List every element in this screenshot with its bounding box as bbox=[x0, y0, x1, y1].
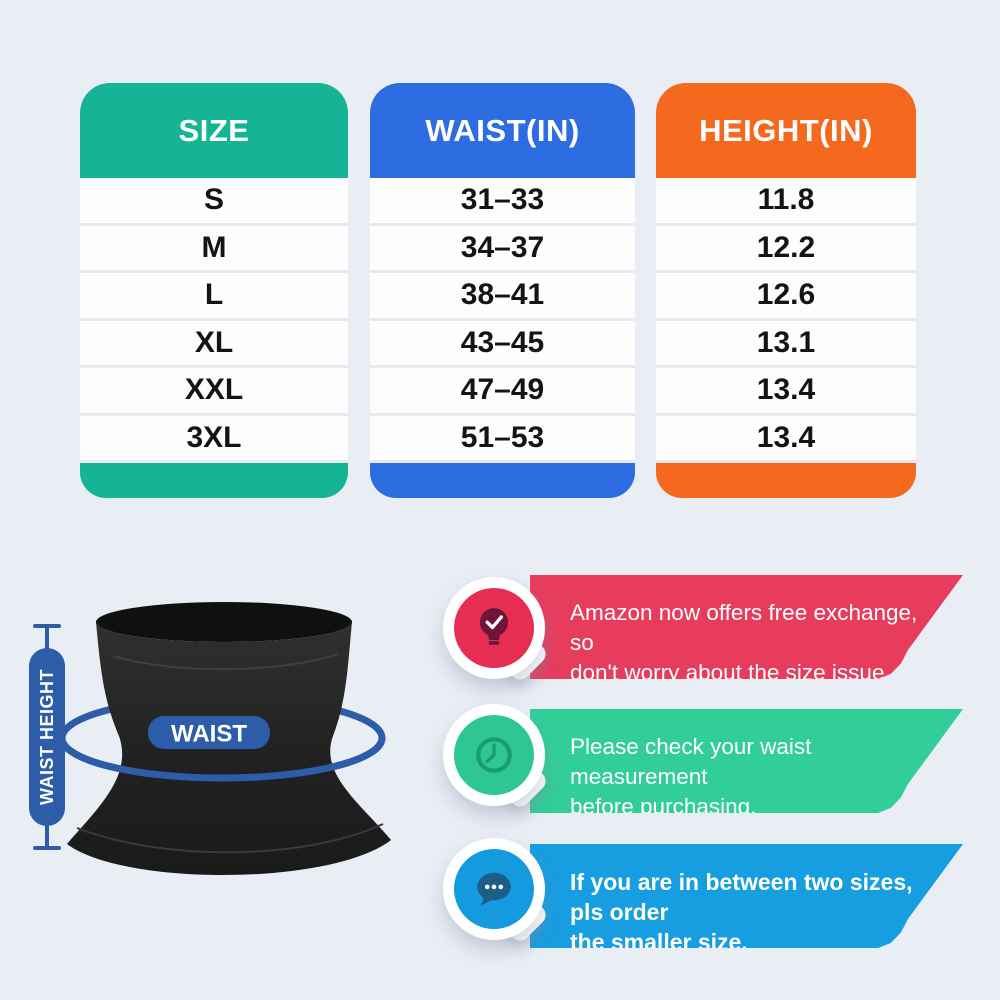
callout-line: before purchasing. bbox=[570, 794, 757, 819]
cell-waist: 38–41 bbox=[370, 273, 635, 321]
callout-badge bbox=[443, 838, 550, 945]
column-header-label: SIZE bbox=[178, 113, 250, 148]
cell-height: 13.4 bbox=[656, 415, 916, 463]
callout-banner-free-exchange: Amazon now offers free exchange, so don'… bbox=[530, 575, 963, 679]
cell-waist: 43–45 bbox=[370, 320, 635, 368]
callout-text: If you are in between two sizes, pls ord… bbox=[570, 867, 930, 957]
table-column-waist: WAIST(IN) 31–33 34–37 38–41 43–45 47–49 … bbox=[370, 83, 635, 498]
lightbulb-check-icon bbox=[454, 588, 534, 668]
cell-height: 11.8 bbox=[656, 178, 916, 226]
callout-text: Amazon now offers free exchange, so don'… bbox=[570, 598, 930, 688]
cell-waist: 47–49 bbox=[370, 368, 635, 416]
callout-line: don't worry about the size issue. bbox=[570, 660, 891, 685]
height-tag-label: WAIST HEIGHT bbox=[37, 669, 57, 805]
column-footer-bar bbox=[80, 463, 348, 498]
chat-bubble-glyph bbox=[477, 872, 511, 906]
chat-bubble-icon bbox=[454, 849, 534, 929]
table-column-height: HEIGHT(IN) 11.8 12.2 12.6 13.1 13.4 13.4 bbox=[656, 83, 916, 498]
callout-line: Amazon now offers free exchange, so bbox=[570, 600, 918, 655]
callout-line: Please check your waist measurement bbox=[570, 734, 812, 789]
callout-banner-between-sizes: If you are in between two sizes, pls ord… bbox=[530, 844, 963, 948]
callout-badge bbox=[443, 704, 550, 811]
cell-size: 3XL bbox=[80, 415, 348, 463]
callout-badge bbox=[443, 577, 550, 684]
cell-size: XL bbox=[80, 320, 348, 368]
cell-height: 12.6 bbox=[656, 273, 916, 321]
cell-height: 13.1 bbox=[656, 320, 916, 368]
cell-height: 13.4 bbox=[656, 368, 916, 416]
column-footer-bar bbox=[370, 463, 635, 498]
cell-size: M bbox=[80, 225, 348, 273]
waist-measure-ellipse-front bbox=[58, 734, 386, 782]
table-column-size: SIZE S M L XL XXL 3XL bbox=[80, 83, 348, 498]
trainer-bottom-seam bbox=[76, 823, 384, 854]
trainer-top-seam bbox=[112, 653, 340, 671]
cell-size: S bbox=[80, 178, 348, 226]
callout-text: Please check your waist measurement befo… bbox=[570, 732, 930, 822]
cell-size: XXL bbox=[80, 368, 348, 416]
cell-waist: 34–37 bbox=[370, 225, 635, 273]
cell-size: L bbox=[80, 273, 348, 321]
cell-waist: 51–53 bbox=[370, 415, 635, 463]
column-header-label: HEIGHT(IN) bbox=[699, 113, 873, 148]
column-header-size: SIZE bbox=[80, 83, 348, 178]
cell-waist: 31–33 bbox=[370, 178, 635, 226]
waist-tag-label: WAIST bbox=[171, 721, 247, 748]
cell-height: 12.2 bbox=[656, 225, 916, 273]
column-footer-bar bbox=[656, 463, 916, 498]
column-header-height: HEIGHT(IN) bbox=[656, 83, 916, 178]
clock-icon bbox=[454, 715, 534, 795]
clock-glyph bbox=[476, 737, 512, 773]
waist-tag-pill bbox=[148, 716, 270, 749]
callout-banner-check-measurement: Please check your waist measurement befo… bbox=[530, 709, 963, 813]
column-header-waist: WAIST(IN) bbox=[370, 83, 635, 178]
callout-line: If you are in between two sizes, pls ord… bbox=[570, 869, 913, 925]
waist-trainer-illustration: WAIST WAIST HEIGHT bbox=[29, 602, 391, 876]
trainer-top-opening bbox=[96, 602, 352, 642]
waist-trainer-diagram: WAIST WAIST HEIGHT bbox=[15, 590, 450, 900]
height-tag-pill bbox=[29, 648, 65, 826]
callout-line: the smaller size. bbox=[570, 929, 748, 955]
column-header-label: WAIST(IN) bbox=[425, 113, 580, 148]
lightbulb-check-glyph bbox=[479, 608, 509, 645]
